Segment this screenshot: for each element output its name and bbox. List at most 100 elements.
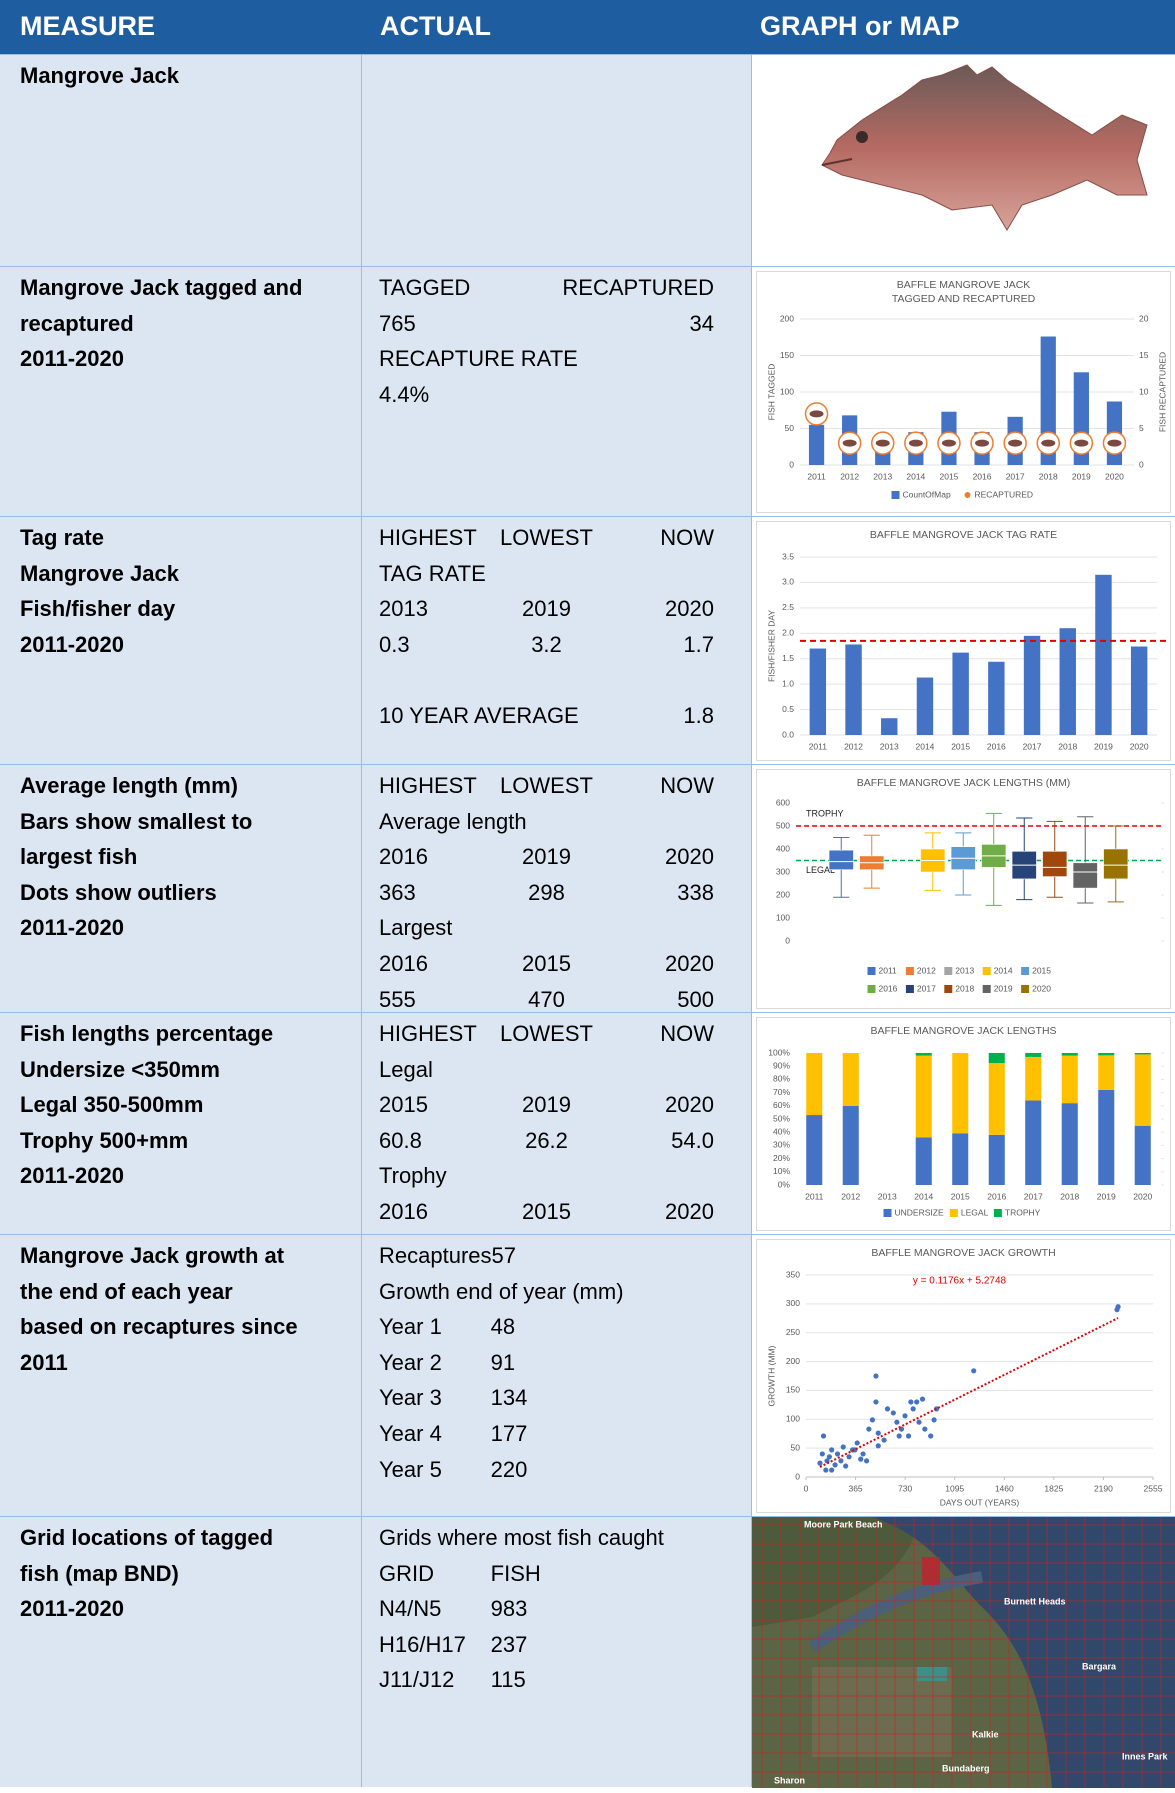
- legend-label: 2014: [994, 965, 1013, 975]
- actual-text: NOW: [660, 773, 714, 798]
- x-tick-label: 2018: [1060, 1191, 1079, 1201]
- actual-text: 34: [689, 310, 714, 336]
- y-tick-label: 100: [786, 1414, 800, 1424]
- bar-segment: [988, 1063, 1005, 1135]
- box: [1072, 862, 1098, 889]
- chart-subtitle: TAGGED AND RECAPTURED: [892, 293, 1036, 305]
- bar-segment: [842, 1105, 859, 1185]
- bar-segment: [915, 1053, 932, 1056]
- x-tick-label: 1825: [1044, 1483, 1063, 1493]
- y-tick-label: 10%: [773, 1166, 790, 1176]
- bar-segment: [952, 1053, 969, 1134]
- bar: [1095, 574, 1112, 735]
- y2-tick-label: 15: [1139, 350, 1149, 360]
- legend-label: 2018: [955, 983, 974, 993]
- y-tick-label: 3.0: [782, 577, 794, 587]
- chart-frame: [756, 1239, 1171, 1513]
- actual-text: N4/N5: [379, 1596, 442, 1622]
- x-tick-label: 2019: [1097, 1191, 1116, 1201]
- marker-fish: [1074, 439, 1089, 447]
- actual-text: 91: [490, 1349, 516, 1375]
- y2-tick-label: 5: [1139, 423, 1144, 433]
- legend-swatch: [982, 985, 991, 993]
- marker-fish: [1008, 439, 1023, 447]
- bar-segment: [952, 1133, 969, 1185]
- x-tick-label: 2014: [915, 741, 934, 751]
- actual-text: 2013: [379, 596, 428, 622]
- graph-cell: BAFFLE MANGROVE JACK TAG RATE 0.0 0.5 1.0 1.…: [752, 517, 1175, 764]
- actual-text: 2016: [379, 950, 428, 976]
- graph-cell: [752, 55, 1175, 266]
- y-tick-label: 250: [786, 1327, 800, 1337]
- marker-fish: [1041, 439, 1056, 447]
- x-tick-label: 2015: [939, 471, 958, 481]
- actual-line: RECAPTURE RATE: [379, 341, 714, 377]
- graph-cell: Moore Park Beach Burnett Heads Bargara Kalk…: [752, 1517, 1175, 1788]
- actual-text: 57: [491, 1243, 516, 1268]
- actual-text: 2015: [522, 1198, 571, 1224]
- box: [1042, 851, 1068, 877]
- chart-title: BAFFLE MANGROVE JACK LENGTHS (MM): [857, 777, 1071, 789]
- map-label: Kalkie: [972, 1729, 999, 1739]
- actual-text: Year 5: [379, 1456, 442, 1482]
- actual-text: 26.2: [525, 1127, 568, 1153]
- legend-swatch: [883, 1209, 892, 1217]
- actual-text: Year 4: [379, 1420, 442, 1446]
- actual-text: 2020: [665, 1198, 714, 1224]
- measure-text: Grid locations of tagged: [20, 1525, 274, 1550]
- actual-text: 338: [677, 879, 714, 905]
- point: [905, 1433, 912, 1439]
- table-row: Grid locations of tagged fish (map BND) 20…: [0, 1516, 1175, 1788]
- table-row: Fish lengths percentage Undersize <350mm L…: [0, 1012, 1175, 1260]
- point: [838, 1458, 844, 1464]
- x-tick-label: 2012: [840, 471, 859, 481]
- actual-text: Largest: [379, 915, 453, 941]
- map-label: Moore Park Beach: [804, 1519, 883, 1529]
- bar: [881, 718, 898, 735]
- x-tick-label: 2019: [1094, 741, 1113, 751]
- actual-text: NOW: [660, 1021, 714, 1046]
- header-cell: ACTUAL: [380, 11, 491, 41]
- bar: [916, 677, 934, 735]
- actual-line: 2016 2015 2020: [379, 946, 714, 982]
- actual-text: 220: [490, 1456, 528, 1482]
- point: [914, 1399, 920, 1405]
- actual-line: 2015 2019 2020: [379, 1087, 714, 1123]
- measure-text: 2011-2020: [20, 1596, 124, 1622]
- actual-text: NOW: [660, 525, 714, 550]
- legend-label: LEGAL: [961, 1207, 989, 1217]
- point: [846, 1454, 852, 1460]
- bar: [1059, 628, 1076, 735]
- legend-swatch: [964, 492, 971, 498]
- map-label: Bargara: [1082, 1661, 1117, 1671]
- y-tick-label: 100%: [768, 1047, 790, 1057]
- box: [1103, 848, 1129, 880]
- legend-swatch: [905, 967, 914, 975]
- point: [873, 1373, 879, 1379]
- x-tick-label: 2012: [841, 1191, 860, 1201]
- actual-text: 2020: [665, 596, 714, 622]
- chart-title: BAFFLE MANGROVE JACK: [897, 279, 1031, 291]
- bar: [952, 652, 969, 735]
- point: [931, 1417, 937, 1423]
- trendline: [819, 1317, 1119, 1468]
- actual-text: 2015: [522, 950, 571, 976]
- actual-line: GRID FISH: [379, 1556, 714, 1592]
- point: [817, 1460, 823, 1466]
- measure-text: Dots show outliers: [20, 879, 217, 905]
- measure-cell: Tag rate Mangrove Jack Fish/fisher day 2011…: [0, 517, 362, 764]
- actual-cell: Recaptures 57 Growth end of year (mm) Year …: [362, 1235, 752, 1516]
- measure-cell: Mangrove Jack tagged and recaptured 2011-2…: [0, 267, 362, 516]
- y-tick-label: 40%: [773, 1126, 790, 1136]
- point: [928, 1433, 934, 1439]
- y-tick-label: 0.0: [782, 729, 794, 739]
- legend-swatch: [1021, 985, 1030, 993]
- actual-line: 363 298 338: [379, 875, 714, 911]
- marker-fish: [975, 439, 990, 447]
- actual-text: 2020: [665, 844, 714, 870]
- x-tick-label: 2011: [809, 741, 828, 751]
- actual-text: Trophy: [379, 1163, 447, 1189]
- map-label: Innes Park: [1122, 1751, 1169, 1761]
- map-label: Burnett Heads: [1004, 1596, 1066, 1606]
- actual-text: 2015: [379, 1092, 428, 1118]
